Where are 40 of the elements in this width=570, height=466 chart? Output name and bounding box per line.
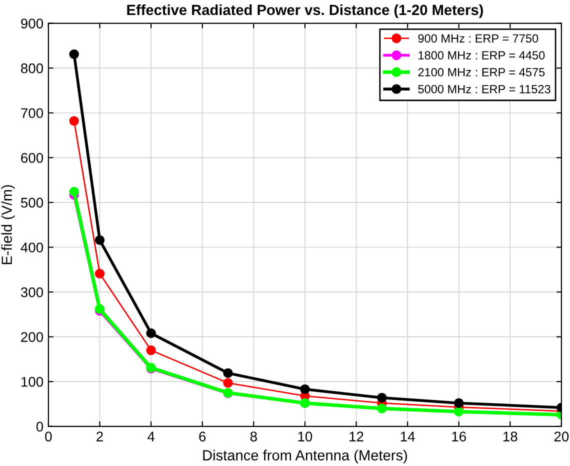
x-tick-label: 14: [400, 432, 415, 442]
point: [69, 49, 79, 60]
point: [69, 116, 79, 126]
y-tick-label: 600: [21, 153, 44, 163]
legend-label: 1800 MHz : ERP = 4450: [418, 51, 545, 60]
y-axis-title: E-field (V/m): [1, 185, 15, 264]
x-tick-label: 18: [503, 432, 518, 442]
chart-title: Effective Radiated Power vs. Distance (1-20 Meters): [127, 4, 483, 18]
y-tick-label: 0: [36, 422, 44, 432]
y-tick-label: 200: [21, 332, 44, 342]
x-tick-label: 2: [96, 432, 103, 442]
x-tick-label: 10: [298, 432, 312, 442]
point: [146, 328, 156, 338]
x-tick-label: 12: [350, 432, 364, 442]
x-tick-label: 8: [250, 432, 257, 442]
y-tick-label: 500: [20, 198, 44, 208]
point: [223, 378, 233, 388]
legend-label: 900 MHz : ERP = 7750: [418, 34, 538, 43]
point: [94, 268, 105, 279]
legend-label: 2100 MHz : ERP = 4575: [418, 68, 545, 76]
point: [300, 384, 310, 394]
y-tick-label: 100: [21, 376, 44, 387]
x-tick-label: 16: [452, 432, 466, 442]
legend-label: 5000 MHz : ERP = 11523: [418, 84, 550, 94]
x-tick-label: 4: [148, 432, 155, 442]
x-tick-label: 0: [45, 432, 52, 442]
point: [146, 345, 156, 356]
y-tick-label: 400: [20, 242, 44, 252]
point: [377, 392, 387, 403]
y-tick-label: 300: [20, 287, 44, 298]
y-tick-label: 800: [21, 63, 44, 74]
point: [377, 404, 387, 414]
y-tick-label: 700: [21, 108, 44, 118]
y-tick-label: 900: [21, 18, 44, 28]
point: [223, 368, 233, 378]
point: [94, 235, 105, 245]
x-axis-title: Distance from Antenna (Meters): [203, 450, 407, 464]
x-tick-label: 20: [554, 432, 569, 442]
point: [69, 186, 79, 197]
x-tick-label: 6: [199, 432, 206, 442]
